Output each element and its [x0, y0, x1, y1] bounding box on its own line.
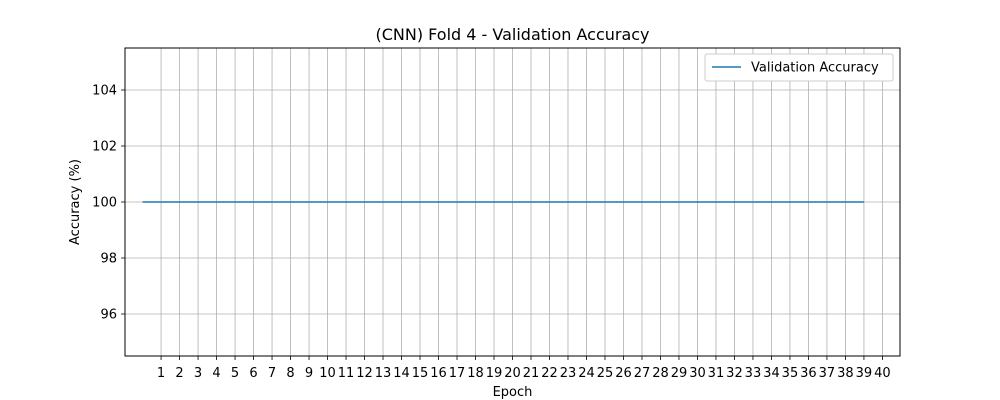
x-tick-label: 12: [356, 366, 373, 381]
x-tick-label: 36: [800, 366, 817, 381]
x-tick-label: 13: [375, 366, 392, 381]
x-tick-label: 28: [652, 366, 669, 381]
x-tick-label: 27: [634, 366, 651, 381]
x-tick-label: 8: [286, 366, 294, 381]
y-tick-label: 98: [100, 252, 117, 267]
x-tick-label: 5: [231, 366, 239, 381]
chart-title: (CNN) Fold 4 - Validation Accuracy: [375, 25, 649, 44]
x-tick-label: 39: [856, 366, 873, 381]
x-tick-label: 7: [268, 366, 276, 381]
x-tick-label: 21: [523, 366, 540, 381]
y-tick-label: 104: [92, 84, 117, 99]
x-tick-label: 6: [249, 366, 257, 381]
x-tick-label: 26: [615, 366, 632, 381]
y-axis: 96 98 100 102 104: [92, 84, 125, 323]
x-tick-label: 2: [175, 366, 183, 381]
x-axis-label: Epoch: [493, 385, 533, 400]
legend: Validation Accuracy: [704, 53, 894, 82]
x-tick-label: 40: [874, 366, 891, 381]
x-tick-label: 3: [194, 366, 202, 381]
x-tick-label: 19: [486, 366, 503, 381]
x-tick-label: 20: [504, 366, 521, 381]
y-axis-label: Accuracy (%): [68, 159, 83, 245]
x-tick-label: 4: [212, 366, 220, 381]
x-tick-label: 34: [763, 366, 780, 381]
x-tick-label: 9: [305, 366, 313, 381]
x-tick-label: 11: [338, 366, 355, 381]
x-tick-label: 31: [708, 366, 725, 381]
legend-label-validation-accuracy: Validation Accuracy: [751, 61, 879, 76]
legend-box: [704, 53, 894, 82]
x-tick-label: 18: [467, 366, 484, 381]
y-tick-label: 102: [92, 140, 117, 155]
x-tick-label: 23: [560, 366, 577, 381]
x-tick-label: 22: [541, 366, 558, 381]
x-tick-label: 25: [597, 366, 614, 381]
y-tick-label: 96: [100, 308, 117, 323]
x-axis: 1 2 3 4 5 6 7 8 9 10 11 12 13 14 15 16 17 18 19 20 21 22 23 24 2…: [157, 356, 891, 381]
x-tick-label: 24: [578, 366, 595, 381]
x-tick-label: 10: [319, 366, 336, 381]
x-tick-label: 30: [689, 366, 706, 381]
x-tick-label: 37: [819, 366, 836, 381]
x-tick-label: 38: [837, 366, 854, 381]
x-tick-label: 1: [157, 366, 165, 381]
x-tick-label: 14: [393, 366, 410, 381]
x-tick-label: 35: [782, 366, 799, 381]
x-tick-label: 16: [430, 366, 447, 381]
x-tick-label: 17: [449, 366, 466, 381]
x-tick-label: 33: [745, 366, 762, 381]
x-tick-label: 32: [726, 366, 743, 381]
y-tick-label: 100: [92, 196, 117, 211]
x-tick-label: 15: [412, 366, 429, 381]
x-tick-label: 29: [671, 366, 688, 381]
